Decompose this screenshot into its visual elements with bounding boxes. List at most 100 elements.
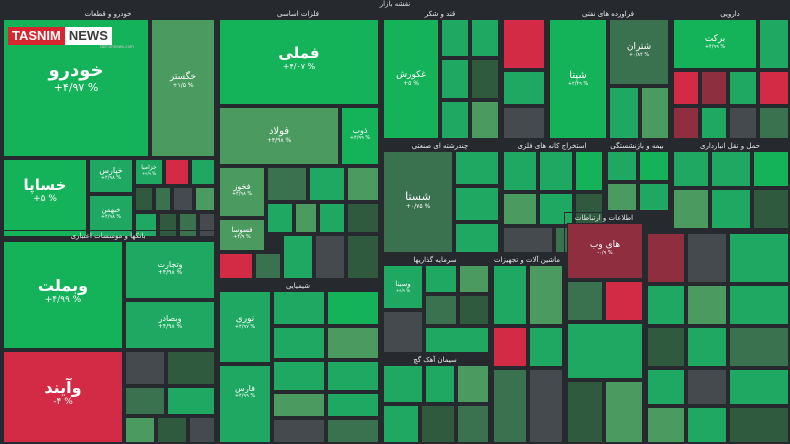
tile-small[interactable] xyxy=(687,407,727,443)
tile-vayande[interactable]: وآیند -۴ % xyxy=(3,351,123,443)
tile-small[interactable] xyxy=(607,183,637,211)
tile-small[interactable] xyxy=(493,369,527,443)
tile-small[interactable] xyxy=(383,365,423,403)
tile-small[interactable] xyxy=(639,183,669,211)
tile-small[interactable] xyxy=(283,235,313,279)
tile-small[interactable] xyxy=(267,203,293,233)
tile-small[interactable] xyxy=(729,233,789,283)
tile-small[interactable] xyxy=(383,405,419,443)
tile-small[interactable] xyxy=(687,285,727,325)
tile-small[interactable] xyxy=(455,151,499,185)
tile-small[interactable] xyxy=(295,203,317,233)
tile-foolad[interactable]: فولاد +۴/۹۸ % xyxy=(219,107,339,165)
tile-small[interactable] xyxy=(673,107,699,139)
tile-small[interactable] xyxy=(567,323,643,379)
tile-small[interactable] xyxy=(687,369,727,405)
tile-small[interactable] xyxy=(711,151,751,187)
tile-nouri[interactable]: نوری +۴/۹۷ % xyxy=(219,291,271,363)
tile-small[interactable] xyxy=(273,327,325,359)
tile-barekat[interactable]: برکت +۴/۹۹ % xyxy=(673,19,757,69)
tile-small[interactable] xyxy=(673,71,699,105)
tile-small[interactable] xyxy=(347,235,379,279)
tile-small[interactable] xyxy=(729,71,757,105)
tile-small[interactable] xyxy=(125,351,165,385)
tile-small[interactable] xyxy=(455,223,499,253)
tile-small[interactable] xyxy=(753,189,789,229)
tile-small[interactable] xyxy=(729,107,757,139)
tile-fakhooz[interactable]: فخوز +۴/۹۸ % xyxy=(219,167,265,217)
tile-small[interactable] xyxy=(729,407,789,443)
tile-small[interactable] xyxy=(567,281,603,321)
tile-small[interactable] xyxy=(493,327,527,367)
tile-small[interactable] xyxy=(759,19,789,69)
tile-small[interactable] xyxy=(327,393,379,417)
tile-small[interactable] xyxy=(159,213,177,237)
tile-small[interactable] xyxy=(383,311,423,353)
tile-small[interactable] xyxy=(273,393,325,417)
tile-small[interactable] xyxy=(471,59,499,99)
tile-small[interactable] xyxy=(701,107,727,139)
tile-small[interactable] xyxy=(567,381,603,443)
tile-small[interactable] xyxy=(273,419,325,443)
tile-small[interactable] xyxy=(219,253,253,279)
tile-small[interactable] xyxy=(687,327,727,367)
tile-small[interactable] xyxy=(425,365,455,403)
tile-shepna[interactable]: شپنا +۲/۴۹ % xyxy=(549,19,607,139)
tile-small[interactable] xyxy=(425,295,457,325)
tile-small[interactable] xyxy=(687,233,727,283)
tile-small[interactable] xyxy=(441,59,469,99)
tile-small[interactable] xyxy=(135,213,157,237)
tile-ghkoorosh[interactable]: غکورش +۵ % xyxy=(383,19,439,139)
tile-small[interactable] xyxy=(457,365,489,403)
tile-small[interactable] xyxy=(529,369,563,443)
tile-khsapa[interactable]: خساپا +۵ % xyxy=(3,159,87,237)
tile-small[interactable] xyxy=(155,187,171,211)
tile-small[interactable] xyxy=(459,295,489,325)
tile-small[interactable] xyxy=(199,213,215,237)
tile-fameli[interactable]: فملی +۴/۰۷ % xyxy=(219,19,379,105)
tile-small[interactable] xyxy=(471,19,499,57)
tile-small[interactable] xyxy=(729,369,789,405)
tile-small[interactable] xyxy=(503,193,537,225)
tile-small[interactable] xyxy=(503,151,537,191)
tile-small[interactable] xyxy=(347,167,379,201)
tile-small[interactable] xyxy=(421,405,455,443)
tile-small[interactable] xyxy=(729,285,789,325)
tile-small[interactable] xyxy=(179,213,197,237)
tile-small[interactable] xyxy=(125,417,155,443)
tile-small[interactable] xyxy=(267,167,307,201)
tile-small[interactable] xyxy=(759,71,789,105)
tile-small[interactable] xyxy=(327,361,379,391)
tile-small[interactable] xyxy=(605,281,643,321)
tile-small[interactable] xyxy=(609,87,639,139)
tile-small[interactable] xyxy=(315,235,345,279)
tile-small[interactable] xyxy=(195,187,215,211)
tile-shatran[interactable]: شتران +۰/۸۴ % xyxy=(609,19,669,85)
tile-small[interactable] xyxy=(647,407,685,443)
tile-small[interactable] xyxy=(189,417,215,443)
tile-small[interactable] xyxy=(607,151,637,181)
tile-small[interactable] xyxy=(459,265,489,293)
tile-vsaderat[interactable]: وبصادر +۴/۹۸ % xyxy=(125,301,215,349)
tile-small[interactable] xyxy=(125,387,165,415)
tile-small[interactable] xyxy=(673,189,709,229)
tile-small[interactable] xyxy=(503,19,545,69)
tile-khpars[interactable]: خپارس +۴/۹۸ % xyxy=(89,159,133,193)
tile-small[interactable] xyxy=(173,187,193,211)
tile-khzamia[interactable]: خزامیا +۴/۹ % xyxy=(135,159,163,185)
tile-small[interactable] xyxy=(441,19,469,57)
tile-small[interactable] xyxy=(641,87,669,139)
tile-small[interactable] xyxy=(673,151,709,187)
tile-small[interactable] xyxy=(441,101,469,139)
tile-vbmellat[interactable]: وبملت +۴/۹۹ % xyxy=(3,241,123,349)
tile-small[interactable] xyxy=(539,193,573,225)
tile-small[interactable] xyxy=(457,405,489,443)
tile-small[interactable] xyxy=(529,327,563,367)
tile-small[interactable] xyxy=(167,387,215,415)
tile-small[interactable] xyxy=(319,203,345,233)
tile-small[interactable] xyxy=(157,417,187,443)
tile-vsina[interactable]: وسینا +۴/۹ % xyxy=(383,265,423,309)
tile-small[interactable] xyxy=(711,189,751,229)
tile-small[interactable] xyxy=(191,159,215,185)
tile-small[interactable] xyxy=(455,187,499,221)
